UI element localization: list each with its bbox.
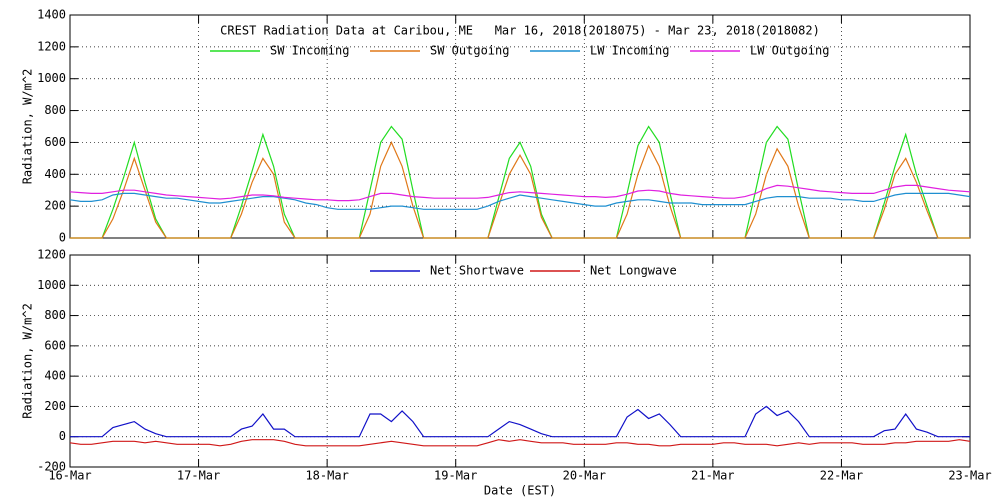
y-tick-label: 800 <box>44 308 66 322</box>
y-tick-label: 400 <box>44 167 66 181</box>
y-tick-label: 200 <box>44 399 66 413</box>
series-line <box>70 405 970 438</box>
y-tick-label: 400 <box>44 369 66 383</box>
series-line <box>70 140 970 239</box>
series-line <box>69 192 971 210</box>
series-line <box>69 184 971 202</box>
x-tick-label: 21-Mar <box>691 469 734 483</box>
legend-label: SW Outgoing <box>430 44 509 58</box>
series-line <box>70 125 970 239</box>
legend-label: LW Incoming <box>590 44 669 58</box>
y-tick-label: 800 <box>44 103 66 117</box>
x-tick-label: 19-Mar <box>434 469 477 483</box>
plot-frame <box>69 254 971 468</box>
y-tick-label: 1000 <box>37 71 66 85</box>
y-tick-label: 1400 <box>37 8 66 22</box>
y-tick-label: -200 <box>37 460 66 474</box>
x-axis-label: Date (EST) <box>484 484 556 498</box>
series-line <box>69 439 971 447</box>
x-tick-label: 16-Mar <box>48 469 91 483</box>
y-axis-label: Radiation, W/m^2 <box>21 69 35 185</box>
y-tick-label: 1200 <box>37 248 66 262</box>
y-tick-label: 1000 <box>37 278 66 292</box>
legend-label: SW Incoming <box>270 44 349 58</box>
y-tick-label: 600 <box>44 338 66 352</box>
legend-label: Net Shortwave <box>430 264 524 278</box>
y-tick-label: 0 <box>59 231 66 245</box>
chart-title: CREST Radiation Data at Caribou, ME Mar … <box>220 24 820 38</box>
y-axis-label: Radiation, W/m^2 <box>21 303 35 419</box>
y-tick-label: 600 <box>44 135 66 149</box>
x-tick-label: 20-Mar <box>563 469 606 483</box>
plot-frame <box>69 14 971 239</box>
y-tick-label: 200 <box>44 199 66 213</box>
legend-label: LW Outgoing <box>750 44 829 58</box>
y-tick-label: 1200 <box>37 39 66 53</box>
x-tick-label: 17-Mar <box>177 469 220 483</box>
y-tick-label: 0 <box>59 429 66 443</box>
x-tick-label: 23-Mar <box>948 469 991 483</box>
x-tick-label: 18-Mar <box>305 469 348 483</box>
legend-label: Net Longwave <box>590 264 677 278</box>
x-tick-label: 22-Mar <box>820 469 863 483</box>
